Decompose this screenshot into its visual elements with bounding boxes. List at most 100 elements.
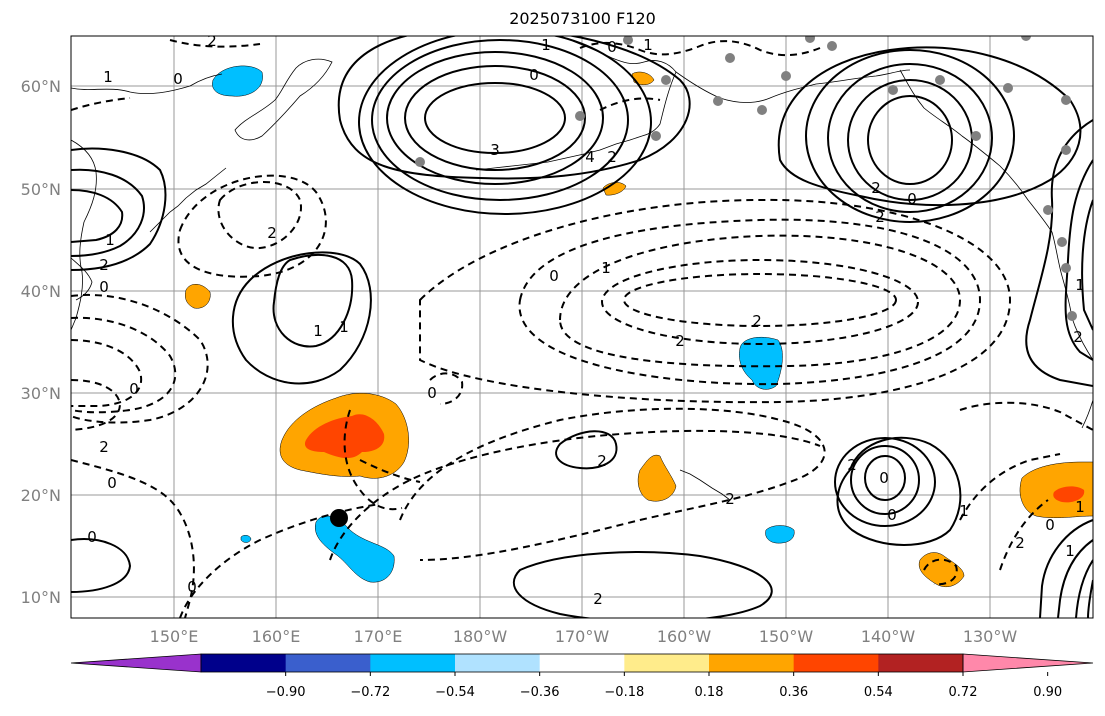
latitude-label: 60°N [21, 77, 61, 96]
contour-label: 1 [105, 231, 115, 249]
contour-dashed [999, 499, 1049, 571]
negative-shade [212, 65, 263, 97]
contour-dashed [623, 273, 897, 327]
colorbar-segment [201, 654, 287, 672]
coastline-us-west [1051, 231, 1093, 361]
station-dot [827, 41, 837, 51]
contour-label: 0 [87, 528, 97, 546]
station-dot [1061, 145, 1071, 155]
colorbar-extend-high [962, 653, 1094, 673]
colorbar-tick-label: 0.36 [779, 685, 808, 700]
contour-solid [71, 168, 145, 257]
contour-label: 2 [267, 224, 277, 242]
colorbar-segment [624, 654, 710, 672]
latitude-labels: 60°N 50°N 40°N 30°N 20°N 10°N [21, 77, 61, 607]
coastline-bc [899, 69, 1053, 233]
longitude-label: 160°W [657, 627, 712, 646]
contour-solid [424, 82, 566, 154]
negative-shade [314, 515, 395, 583]
contour-dashed [71, 316, 177, 414]
contour-solid [827, 63, 993, 213]
colorbar-tick-label: 0.90 [1033, 685, 1062, 700]
contour-label: 0 [99, 278, 109, 296]
contour-dashed [179, 503, 381, 618]
contour-solid [71, 147, 167, 271]
contour-label: 2 [597, 452, 607, 470]
station-dot [1061, 263, 1071, 273]
contour-label: 0 [129, 380, 139, 398]
strong-positive-shade [1053, 486, 1085, 503]
contour-solid [805, 49, 1015, 223]
contour-solid [1057, 539, 1093, 618]
contour-label: 1 [1065, 542, 1075, 560]
colorbar-tick-label: 0.72 [949, 685, 978, 700]
contour-solid [1025, 119, 1093, 387]
contour-label: 0 [607, 38, 617, 56]
latitude-label: 50°N [21, 180, 61, 199]
contour-label: 1 [313, 322, 323, 340]
contour-dashed [71, 97, 131, 111]
station-dot [888, 85, 898, 95]
contour-solid [386, 51, 604, 185]
map-title: 2025073100 F120 [509, 9, 656, 28]
longitude-label: 140°W [861, 627, 916, 646]
contour-dashed [71, 459, 195, 618]
contour-dashed [518, 218, 982, 386]
colorbar-tick-label: −0.36 [520, 685, 560, 700]
colorbar-segment [455, 654, 541, 672]
longitude-label: 180°W [453, 627, 508, 646]
station-dot [1021, 36, 1031, 41]
station-dot [935, 75, 945, 85]
contour-label: 3 [490, 141, 500, 159]
contour-dashed [579, 40, 821, 56]
station-dot [661, 75, 671, 85]
contour-dashed [601, 259, 919, 345]
contour-solid [358, 36, 652, 215]
contour-solid [404, 65, 586, 171]
station-dot [725, 53, 735, 63]
contour-label: 1 [1075, 276, 1085, 294]
contour-dashed [177, 174, 327, 278]
contour-solid [555, 430, 618, 470]
contour-label: 0 [187, 578, 197, 596]
coastline-kurils [149, 167, 227, 233]
colorbar-tick-label: −0.18 [604, 685, 644, 700]
station-dot [713, 96, 723, 106]
negative-shade [240, 535, 252, 543]
longitude-label: 150°E [150, 627, 199, 646]
colorbar-extend-low [70, 653, 202, 673]
contour-dashed [71, 339, 143, 407]
contour-label: 0 [887, 506, 897, 524]
latitude-label: 20°N [21, 486, 61, 505]
contour-label: 1 [541, 36, 551, 54]
station-dot [781, 71, 791, 81]
station-dot [415, 157, 425, 167]
contour-dashed [419, 198, 1012, 404]
contour-label: 0 [427, 384, 437, 402]
longitude-label: 130°W [963, 627, 1018, 646]
contour-label: 1 [959, 502, 969, 520]
station-dot [1061, 95, 1071, 105]
station-dot [971, 131, 981, 141]
coastline-aleutians [475, 135, 643, 171]
latitude-label: 10°N [21, 588, 61, 607]
contour-dashed [343, 409, 403, 511]
contour-label: 2 [607, 148, 617, 166]
contour-label: 2 [675, 332, 685, 350]
contour-dashed [959, 401, 1093, 431]
contour-label: 2 [871, 179, 881, 197]
colorbar-segment [285, 654, 371, 672]
coastline-asia-west [71, 139, 97, 331]
positive-shade [1019, 461, 1093, 519]
colorbar-segment [878, 654, 964, 672]
colorbar-tick-labels: −0.90 −0.72 −0.54 −0.36 −0.18 0.18 0.36 0.54 0.7… [266, 672, 1062, 700]
contour-solid [836, 436, 962, 546]
coastline-alaska-peninsula [641, 71, 677, 137]
longitude-label: 150°W [759, 627, 814, 646]
station-dot [1067, 311, 1077, 321]
negative-shade [765, 525, 795, 544]
colorbar-tick-label: −0.72 [350, 685, 390, 700]
contour-dashed [599, 97, 661, 111]
